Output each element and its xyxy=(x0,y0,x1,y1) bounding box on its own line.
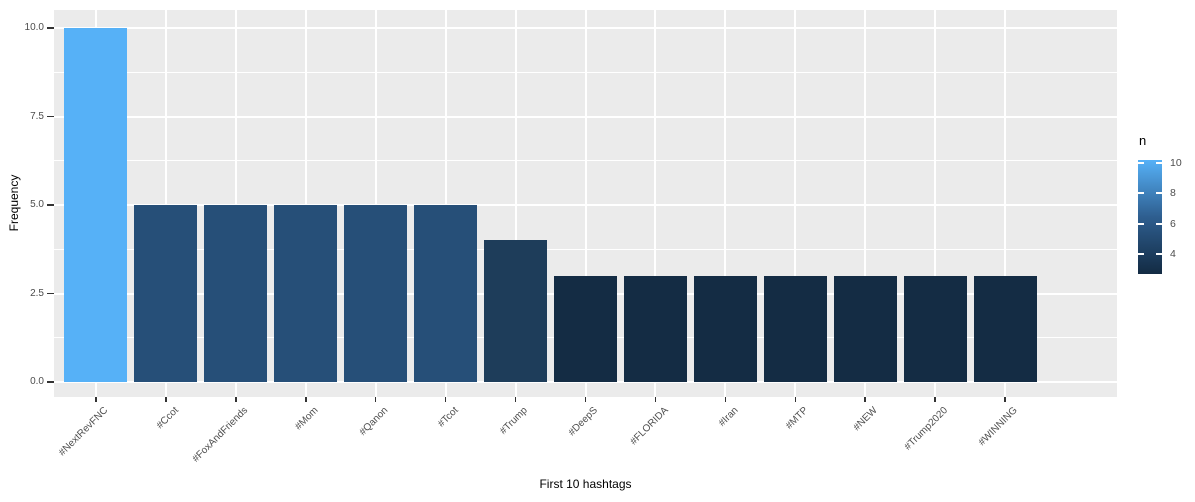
legend-gradient-bar xyxy=(1138,160,1162,274)
x-axis-tick xyxy=(95,397,97,402)
category-gridline xyxy=(654,10,657,397)
legend-tick-label: 10 xyxy=(1170,157,1182,170)
legend-tick-label: 4 xyxy=(1170,248,1176,261)
bar-#Iran xyxy=(693,275,757,382)
bar-#WINNING xyxy=(973,275,1037,382)
bar-#Tcot xyxy=(414,205,478,382)
bar-#DeepS xyxy=(554,275,617,382)
x-axis-tick xyxy=(305,397,307,402)
category-gridline xyxy=(304,10,307,397)
legend-tick-mark xyxy=(1138,222,1144,225)
y-axis-tick xyxy=(47,204,54,206)
bar-#Qanon xyxy=(344,205,408,382)
x-axis-tick-label: #FoxAndFriends xyxy=(190,405,251,465)
category-gridline xyxy=(934,10,937,397)
x-axis-tick xyxy=(584,397,587,402)
y-axis-tick-label: 2.5 xyxy=(30,287,44,299)
category-gridline xyxy=(864,10,867,397)
plot-panel xyxy=(54,10,1117,397)
x-axis-tick-label: #WINNING xyxy=(976,405,1020,449)
legend-tick-label: 6 xyxy=(1170,217,1176,230)
legend-tick-mark xyxy=(1138,162,1144,165)
bar-#FLORIDA xyxy=(623,275,687,382)
x-axis-tick xyxy=(165,397,167,402)
x-axis-tick-label: #Tcot xyxy=(435,405,461,430)
x-axis-tick xyxy=(864,397,866,402)
x-axis-tick-label: #FLORIDA xyxy=(627,405,671,448)
legend-tick-mark xyxy=(1156,162,1162,165)
x-axis-title: First 10 hashtags xyxy=(539,477,632,491)
category-gridline xyxy=(444,10,447,397)
x-axis-tick-label: #Mom xyxy=(293,405,321,433)
x-axis-tick xyxy=(934,397,936,402)
y-axis-tick-label: 5.0 xyxy=(30,199,44,210)
legend-tick-mark xyxy=(1138,192,1144,195)
y-axis-tick-label: 7.5 xyxy=(30,110,44,122)
x-axis-tick xyxy=(724,397,727,402)
category-gridline xyxy=(1004,10,1007,397)
bar-#FoxAndFriends xyxy=(204,205,268,382)
y-axis-title: Frequency xyxy=(7,174,21,232)
category-gridline xyxy=(164,10,167,397)
legend-tick-label: 8 xyxy=(1170,187,1176,200)
bar-#Trump xyxy=(484,240,548,382)
category-gridline xyxy=(514,10,517,397)
bar-#Mom xyxy=(274,205,338,382)
y-axis-tick xyxy=(47,292,54,295)
legend-tick-mark xyxy=(1156,253,1162,256)
category-gridline xyxy=(234,10,237,397)
category-gridline xyxy=(584,10,587,397)
category-gridline xyxy=(374,10,377,397)
bar-#NEW xyxy=(833,275,897,382)
x-axis-tick-label: #NextRevFNC xyxy=(57,405,111,459)
bar-#Ccot xyxy=(134,205,198,382)
y-axis-tick xyxy=(47,381,54,383)
bar-#Trump2020 xyxy=(903,275,967,382)
category-gridline xyxy=(794,10,797,397)
x-axis-tick xyxy=(794,397,797,402)
x-axis-tick-label: #Iran xyxy=(716,405,741,429)
x-axis-tick xyxy=(654,397,657,402)
x-axis-tick-label: #NEW xyxy=(851,405,881,434)
y-axis-tick-label: 0.0 xyxy=(30,376,44,387)
bar-#NextRevFNC xyxy=(64,28,128,382)
y-axis-tick xyxy=(47,115,54,118)
x-axis-tick-label: #Ccot xyxy=(154,405,181,432)
x-axis-tick-label: #DeepS xyxy=(566,405,601,439)
x-axis-tick xyxy=(374,397,377,402)
y-axis-tick-label: 10.0 xyxy=(24,22,44,33)
x-axis-tick-label: #Qanon xyxy=(357,405,391,438)
x-axis-tick xyxy=(235,397,237,402)
legend-tick-mark xyxy=(1156,222,1162,225)
x-axis-tick xyxy=(514,397,517,402)
x-axis-tick-label: #MTP xyxy=(783,405,811,432)
x-axis-tick-label: #Trump xyxy=(498,405,531,437)
x-axis-tick xyxy=(1004,397,1006,402)
y-axis-tick xyxy=(47,27,54,29)
category-gridline xyxy=(724,10,727,397)
bar-#MTP xyxy=(763,275,827,382)
x-axis-tick xyxy=(444,397,447,402)
legend-title: n xyxy=(1139,133,1147,148)
legend-tick-mark xyxy=(1156,192,1162,195)
x-axis-tick-label: #Trump2020 xyxy=(902,405,950,453)
legend-tick-mark xyxy=(1138,253,1144,256)
